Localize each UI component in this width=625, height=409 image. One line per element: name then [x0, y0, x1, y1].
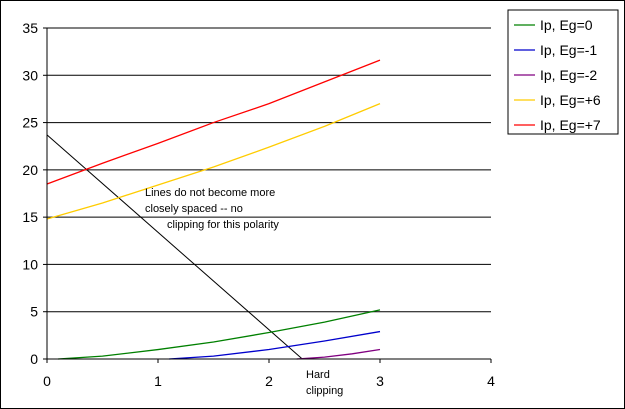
- legend-label-eg6: Ip, Eg=+6: [540, 92, 601, 108]
- legend-label-eg0: Ip, Eg=0: [540, 17, 593, 33]
- polarity-note-line-3: clipping for this polarity: [167, 219, 279, 231]
- series-layer: [46, 59, 381, 360]
- gridlines: [47, 27, 491, 313]
- legend: Ip, Eg=0 Ip, Eg=-1 Ip, Eg=-2 Ip, Eg=+6 I…: [507, 9, 619, 135]
- hard-clipping-line-1: Hard: [306, 369, 330, 381]
- series-line-0: [58, 309, 381, 360]
- y-tick-label: 0: [30, 351, 38, 367]
- series-line-3: [46, 103, 381, 220]
- polarity-note: Lines do not become more closely spaced …: [145, 187, 279, 231]
- legend-entry: Ip, Eg=+7: [514, 117, 601, 133]
- legend-label-eg7: Ip, Eg=+7: [540, 117, 601, 133]
- hard-clipping-line-2: clipping: [306, 385, 343, 397]
- series-line-1: [169, 330, 381, 360]
- annotations: Lines do not become more closely spaced …: [145, 187, 343, 397]
- y-axis-ticks: 0 5 10 15 20 25 30 35: [22, 20, 47, 367]
- series-line-4: [46, 59, 381, 185]
- x-tick-label: 2: [265, 373, 273, 389]
- y-tick-label: 15: [22, 209, 38, 225]
- polarity-note-line-1: Lines do not become more: [145, 187, 275, 199]
- y-tick-label: 35: [22, 20, 38, 36]
- legend-label-eg-1: Ip, Eg=-1: [540, 42, 597, 58]
- legend-entry: Ip, Eg=+6: [514, 92, 601, 108]
- legend-entry: Ip, Eg=-2: [514, 67, 597, 83]
- y-tick-label: 5: [30, 304, 38, 320]
- x-tick-label: 3: [376, 373, 384, 389]
- legend-entry: Ip, Eg=0: [514, 17, 593, 33]
- polarity-note-line-2: closely spaced -- no: [145, 203, 243, 215]
- y-tick-label: 30: [22, 67, 38, 83]
- plot-area: 0 5 10 15 20 25 30 35 0 1 2 3 4: [22, 20, 495, 389]
- series-line-2: [296, 348, 381, 360]
- y-tick-label: 25: [22, 115, 38, 131]
- legend-label-eg-2: Ip, Eg=-2: [540, 67, 597, 83]
- legend-entry: Ip, Eg=-1: [514, 42, 597, 58]
- load-line: [46, 134, 303, 360]
- y-tick-label: 20: [22, 162, 38, 178]
- plot-background: [47, 28, 491, 359]
- y-tick-label: 10: [22, 256, 38, 272]
- x-tick-label: 1: [154, 373, 162, 389]
- hard-clipping-note: Hard clipping: [306, 369, 343, 397]
- x-tick-label: 4: [487, 373, 495, 389]
- x-tick-label: 0: [43, 373, 51, 389]
- legend-box: [507, 9, 619, 135]
- x-axis-ticks: 0 1 2 3 4: [43, 359, 495, 389]
